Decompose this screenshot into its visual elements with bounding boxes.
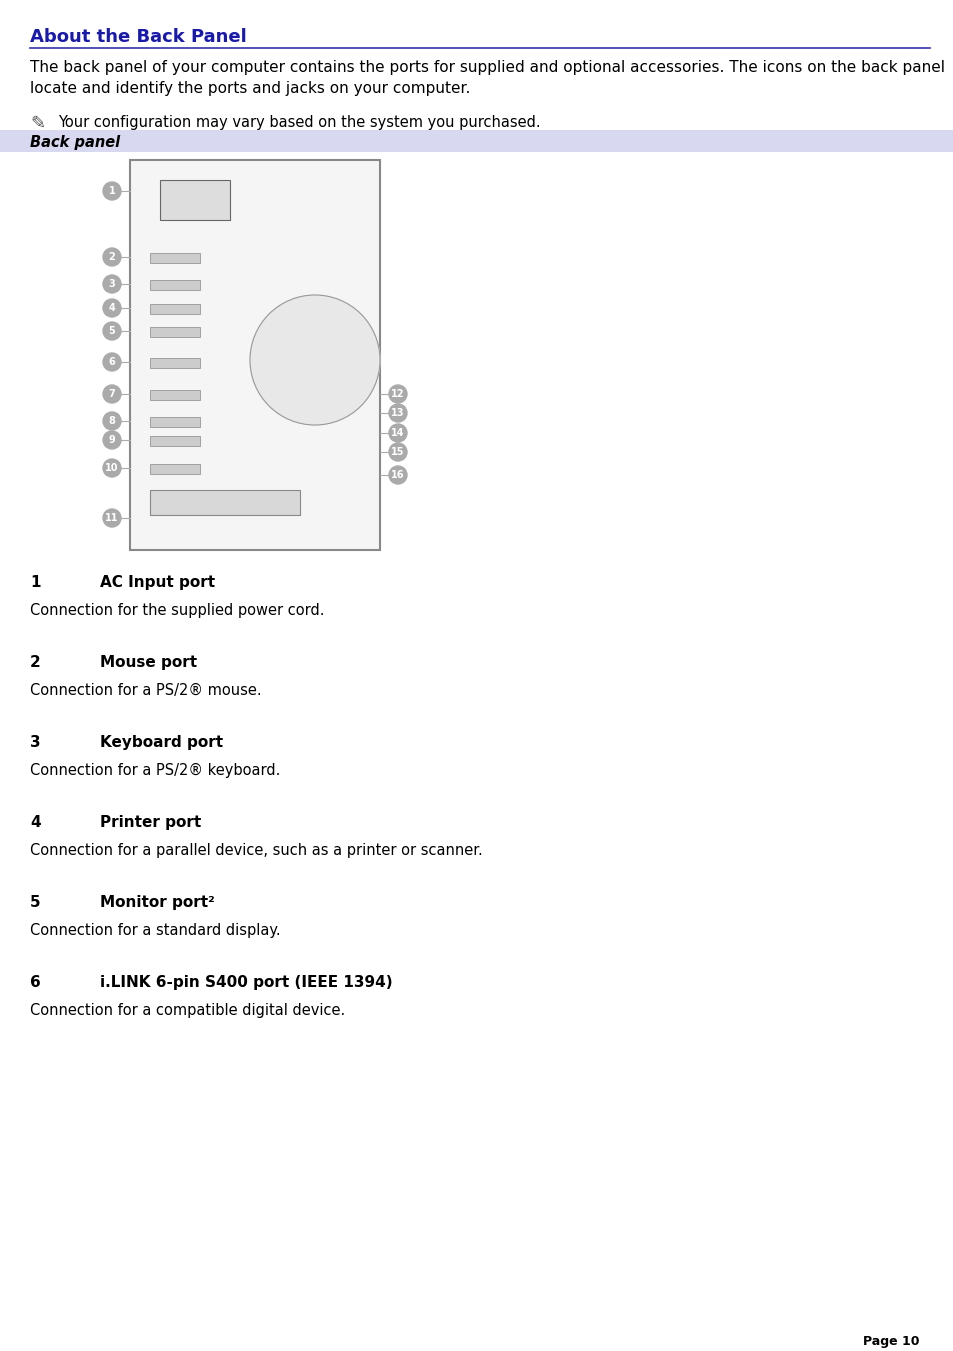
- Text: 3: 3: [109, 280, 115, 289]
- Circle shape: [103, 459, 121, 477]
- Circle shape: [103, 431, 121, 449]
- Bar: [130, 159, 379, 550]
- Text: ✎: ✎: [30, 115, 45, 132]
- Circle shape: [389, 404, 407, 422]
- Circle shape: [103, 182, 121, 200]
- Text: 1: 1: [30, 576, 40, 590]
- Text: 6: 6: [109, 357, 115, 367]
- Circle shape: [250, 295, 379, 426]
- Text: 15: 15: [391, 447, 404, 457]
- Circle shape: [103, 249, 121, 266]
- Circle shape: [389, 466, 407, 484]
- Text: Printer port: Printer port: [100, 815, 201, 830]
- Text: 2: 2: [30, 655, 41, 670]
- Text: 8: 8: [109, 416, 115, 426]
- Circle shape: [389, 443, 407, 461]
- Text: AC Input port: AC Input port: [100, 576, 214, 590]
- Text: Connection for a PS/2® mouse.: Connection for a PS/2® mouse.: [30, 684, 261, 698]
- Text: Connection for a PS/2® keyboard.: Connection for a PS/2® keyboard.: [30, 763, 280, 778]
- Bar: [0, 130, 953, 153]
- Bar: [150, 417, 200, 427]
- Circle shape: [103, 322, 121, 340]
- Text: 13: 13: [391, 408, 404, 417]
- Bar: [150, 280, 200, 290]
- Text: 6: 6: [30, 975, 41, 990]
- Text: Page 10: Page 10: [862, 1335, 919, 1348]
- Text: 11: 11: [105, 513, 118, 523]
- Text: 4: 4: [109, 303, 115, 313]
- Text: 2: 2: [109, 253, 115, 262]
- Circle shape: [103, 353, 121, 372]
- Text: 3: 3: [30, 735, 41, 750]
- Text: 10: 10: [105, 463, 118, 473]
- Text: Connection for a standard display.: Connection for a standard display.: [30, 923, 280, 938]
- Text: 4: 4: [30, 815, 41, 830]
- Text: Keyboard port: Keyboard port: [100, 735, 223, 750]
- Bar: [150, 358, 200, 367]
- Bar: [150, 253, 200, 263]
- Bar: [150, 436, 200, 446]
- Text: 14: 14: [391, 428, 404, 438]
- Text: The back panel of your computer contains the ports for supplied and optional acc: The back panel of your computer contains…: [30, 59, 944, 96]
- Bar: [160, 180, 230, 220]
- Circle shape: [103, 276, 121, 293]
- Text: 5: 5: [109, 326, 115, 336]
- Text: Back panel: Back panel: [30, 135, 120, 150]
- Text: 12: 12: [391, 389, 404, 399]
- Circle shape: [103, 509, 121, 527]
- Text: Connection for a compatible digital device.: Connection for a compatible digital devi…: [30, 1002, 345, 1019]
- Text: Connection for a parallel device, such as a printer or scanner.: Connection for a parallel device, such a…: [30, 843, 482, 858]
- Text: Monitor port²: Monitor port²: [100, 894, 214, 911]
- Bar: [150, 463, 200, 474]
- Circle shape: [103, 385, 121, 403]
- Text: 16: 16: [391, 470, 404, 480]
- Bar: [150, 490, 299, 515]
- Circle shape: [103, 412, 121, 430]
- Text: Connection for the supplied power cord.: Connection for the supplied power cord.: [30, 603, 324, 617]
- Text: 1: 1: [109, 186, 115, 196]
- Bar: [150, 304, 200, 313]
- Text: 5: 5: [30, 894, 41, 911]
- Text: Your configuration may vary based on the system you purchased.: Your configuration may vary based on the…: [58, 115, 540, 130]
- Text: Mouse port: Mouse port: [100, 655, 197, 670]
- Text: i.LINK 6-pin S400 port (IEEE 1394): i.LINK 6-pin S400 port (IEEE 1394): [100, 975, 393, 990]
- Text: About the Back Panel: About the Back Panel: [30, 28, 247, 46]
- Circle shape: [389, 424, 407, 442]
- Bar: [150, 390, 200, 400]
- Circle shape: [389, 385, 407, 403]
- Bar: [150, 327, 200, 336]
- Circle shape: [103, 299, 121, 317]
- Text: 7: 7: [109, 389, 115, 399]
- Text: 9: 9: [109, 435, 115, 444]
